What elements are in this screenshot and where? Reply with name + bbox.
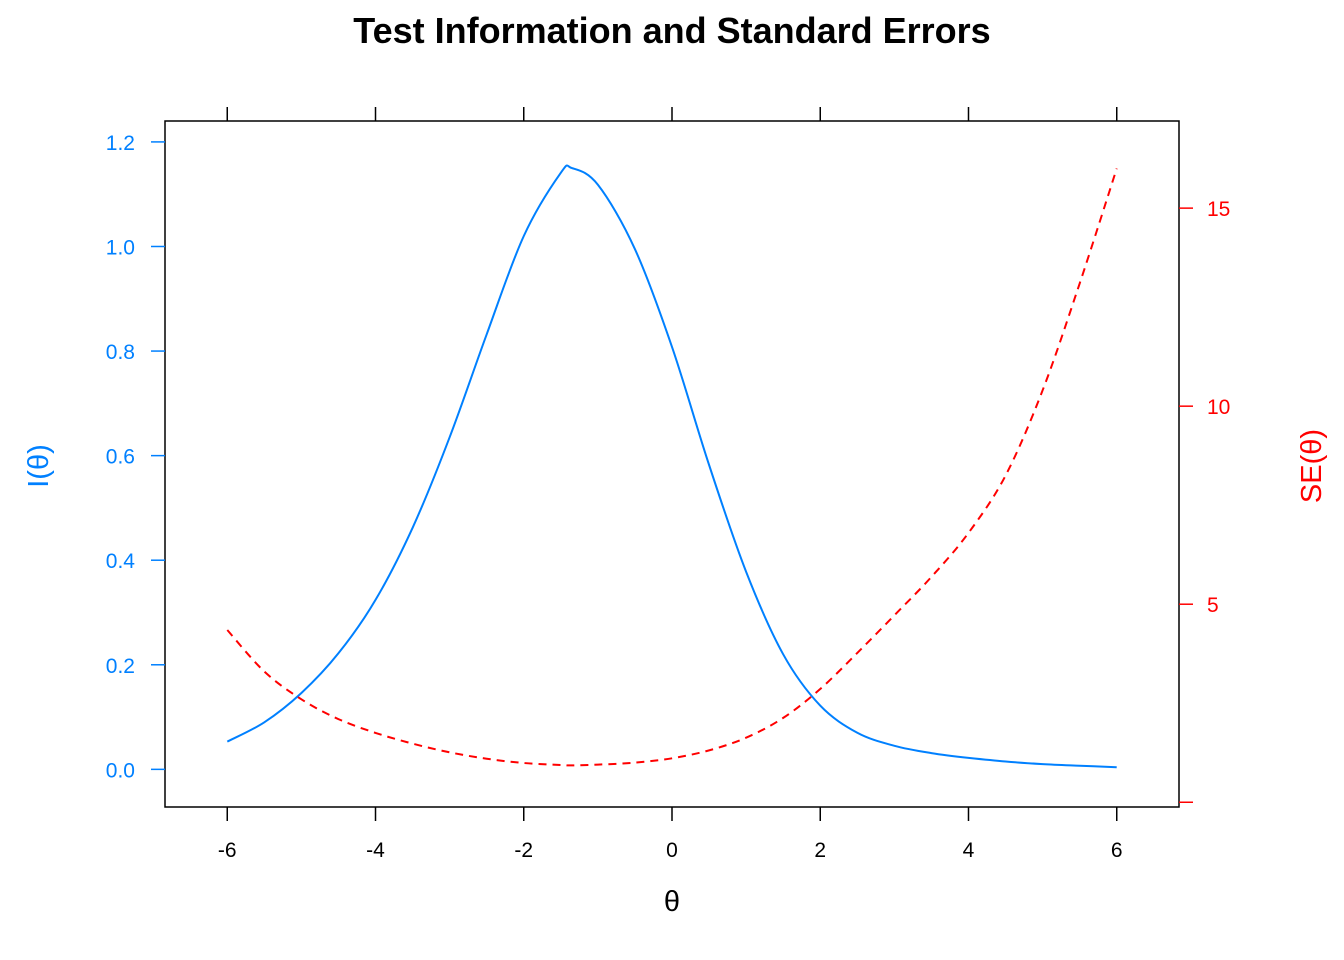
x-tick-label: -2 <box>514 839 533 862</box>
x-tick-label: 4 <box>963 839 975 862</box>
x-axis-title: θ <box>664 886 680 918</box>
plot-frame <box>164 120 1180 808</box>
information-curve <box>226 164 1117 769</box>
y-right-tick-label: 15 <box>1207 198 1230 221</box>
x-tick-label: 2 <box>814 839 826 862</box>
standard-error-curve <box>226 168 1118 767</box>
y-left-tick-label: 1.0 <box>106 236 135 259</box>
y-axis-left: 0.0 0.2 0.4 0.6 0.8 1.0 1.2 <box>106 132 165 782</box>
y-left-tick-label: 0.2 <box>106 655 135 678</box>
x-tick-label: -4 <box>366 839 385 862</box>
x-tick-label: -6 <box>218 839 237 862</box>
y-right-tick-label: 5 <box>1207 594 1219 617</box>
x-axis: -6 -4 -2 0 2 4 6 <box>218 107 1123 862</box>
y-left-tick-label: 0.6 <box>106 446 135 469</box>
y-axis-right-title: SE(θ) <box>1296 429 1328 503</box>
y-left-tick-label: 1.2 <box>106 132 135 155</box>
y-right-tick-label: 10 <box>1207 396 1230 419</box>
y-axis-right: 5 10 15 <box>1179 198 1230 803</box>
y-axis-left-title: I(θ) <box>23 444 55 488</box>
y-left-tick-label: 0.4 <box>106 550 136 573</box>
x-tick-label: 0 <box>666 839 678 862</box>
y-left-tick-label: 0.0 <box>106 759 135 782</box>
y-left-tick-label: 0.8 <box>106 341 135 364</box>
chart-title: Test Information and Standard Errors <box>353 10 990 51</box>
series-layer <box>226 164 1118 769</box>
x-tick-label: 6 <box>1111 839 1123 862</box>
